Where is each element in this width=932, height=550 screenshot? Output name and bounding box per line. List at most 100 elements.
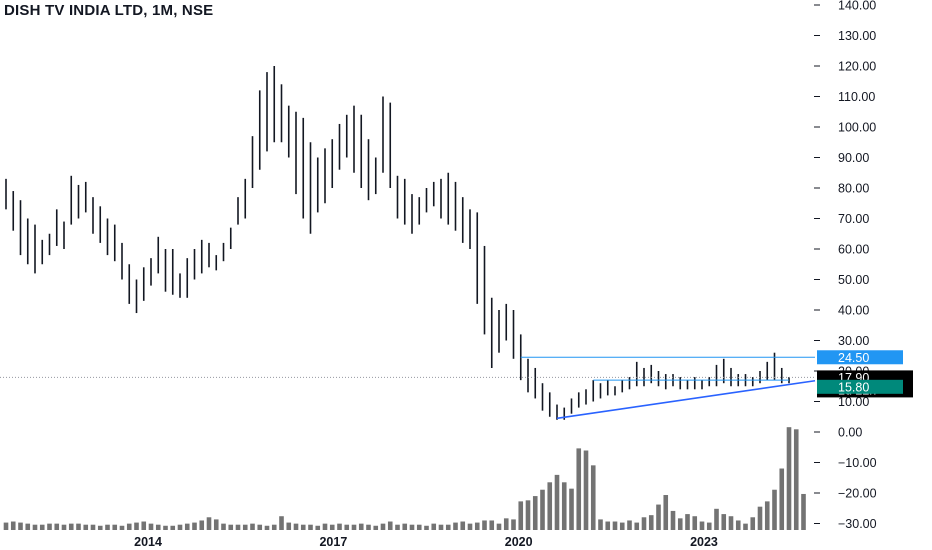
volume-bar — [706, 522, 712, 530]
volume-bar — [583, 450, 589, 530]
y-tick-label: 60.00 — [838, 243, 869, 257]
volume-bar — [134, 522, 139, 530]
x-tick-label: 2017 — [319, 535, 347, 549]
support-trendline — [556, 379, 816, 420]
volume-bar — [489, 520, 495, 530]
volume-bar — [699, 521, 705, 530]
volume-bar — [155, 524, 161, 530]
volume-bar — [576, 448, 582, 530]
volume-bar — [634, 522, 640, 530]
volume-bar — [126, 523, 132, 530]
volume-bar — [286, 522, 292, 530]
y-tick-label: 30.00 — [838, 334, 869, 348]
volume-bar — [750, 517, 756, 530]
y-tick-label: 110.00 — [838, 90, 875, 104]
x-tick-label: 2014 — [134, 535, 162, 549]
volume-bar — [735, 520, 741, 530]
volume-bar — [786, 427, 792, 530]
volume-bar — [656, 504, 661, 530]
volume-bar — [76, 523, 81, 530]
volume-bar — [764, 501, 770, 530]
volume-bar — [119, 525, 125, 530]
volume-bar — [431, 523, 437, 530]
volume-bar — [670, 510, 676, 530]
volume-bar — [206, 517, 212, 530]
volume-bar — [3, 522, 9, 530]
y-tick-label: 90.00 — [838, 151, 869, 165]
y-tick-label: 120.00 — [838, 60, 876, 74]
volume-bar — [518, 501, 524, 530]
volume-bar — [416, 524, 422, 530]
x-tick-label: 2020 — [505, 535, 533, 549]
volume-bar — [47, 523, 52, 530]
volume-bar — [540, 489, 545, 530]
y-tick-label: 100.00 — [838, 121, 876, 135]
y-tick-label: 50.00 — [838, 273, 869, 287]
chart-title: DISH TV INDIA LTD, 1M, NSE — [4, 2, 214, 19]
volume-bar — [18, 522, 23, 530]
volume-bar — [373, 525, 379, 530]
y-tick-label: −30.00 — [838, 517, 877, 531]
volume-bar — [590, 465, 596, 530]
volume-bar — [112, 524, 118, 530]
volume-bar — [779, 468, 785, 530]
volume-bar — [97, 525, 103, 530]
volume-bar — [619, 522, 625, 530]
volume-bar — [793, 429, 799, 530]
volume-bar — [90, 524, 96, 530]
volume-bar — [547, 482, 553, 530]
volume-bar — [221, 523, 226, 530]
volume-bar — [532, 496, 538, 530]
volume-bar — [757, 506, 763, 530]
volume-bar — [141, 521, 147, 530]
volume-bar — [380, 523, 386, 530]
volume-bars — [3, 427, 806, 530]
volume-bar — [213, 519, 219, 530]
volume-bar — [242, 524, 248, 530]
volume-bar — [264, 525, 270, 530]
volume-bar — [554, 474, 560, 530]
volume-bar — [692, 516, 698, 530]
volume-bar — [170, 525, 176, 530]
volume-bar — [163, 525, 168, 530]
y-axis: 140.00 130.00 120.00 110.00 100.00 90.00 80.00… — [814, 0, 877, 531]
volume-bar — [402, 523, 408, 530]
volume-bar — [329, 524, 335, 530]
volume-bar — [605, 521, 611, 530]
volume-bar — [721, 514, 727, 530]
y-tick-label: 40.00 — [838, 304, 869, 318]
volume-bar — [337, 523, 342, 530]
volume-bar — [39, 524, 45, 530]
volume-bar — [192, 522, 197, 530]
y-tick-label: 140.00 — [838, 0, 876, 13]
overlay-lines — [0, 356, 816, 420]
volume-bar — [199, 520, 205, 530]
volume-bar — [438, 524, 444, 530]
volume-bar — [714, 508, 719, 530]
price-bars — [5, 66, 790, 420]
volume-bar — [663, 495, 669, 530]
resistance-price-label-bg — [817, 350, 903, 365]
volume-bar — [235, 524, 241, 530]
volume-bar — [474, 522, 480, 530]
volume-bar — [366, 524, 371, 530]
volume-bar — [453, 522, 458, 530]
volume-bar — [10, 521, 16, 530]
volume-bar — [257, 524, 263, 530]
x-tick-label: 2023 — [690, 535, 718, 549]
volume-bar — [83, 524, 89, 530]
volume-bar — [641, 517, 647, 530]
resistance-price-label: 24.50 — [838, 351, 869, 365]
volume-bar — [68, 523, 74, 530]
volume-bar — [685, 514, 690, 530]
volume-bar — [61, 524, 67, 530]
support-price-label: 15.80 — [838, 380, 869, 394]
x-axis: 2014 2017 2020 2023 — [134, 535, 718, 549]
y-tick-label: −10.00 — [838, 456, 877, 470]
volume-bar — [395, 524, 400, 530]
volume-bar — [460, 521, 466, 530]
volume-bar — [598, 519, 603, 530]
volume-bar — [467, 523, 473, 530]
